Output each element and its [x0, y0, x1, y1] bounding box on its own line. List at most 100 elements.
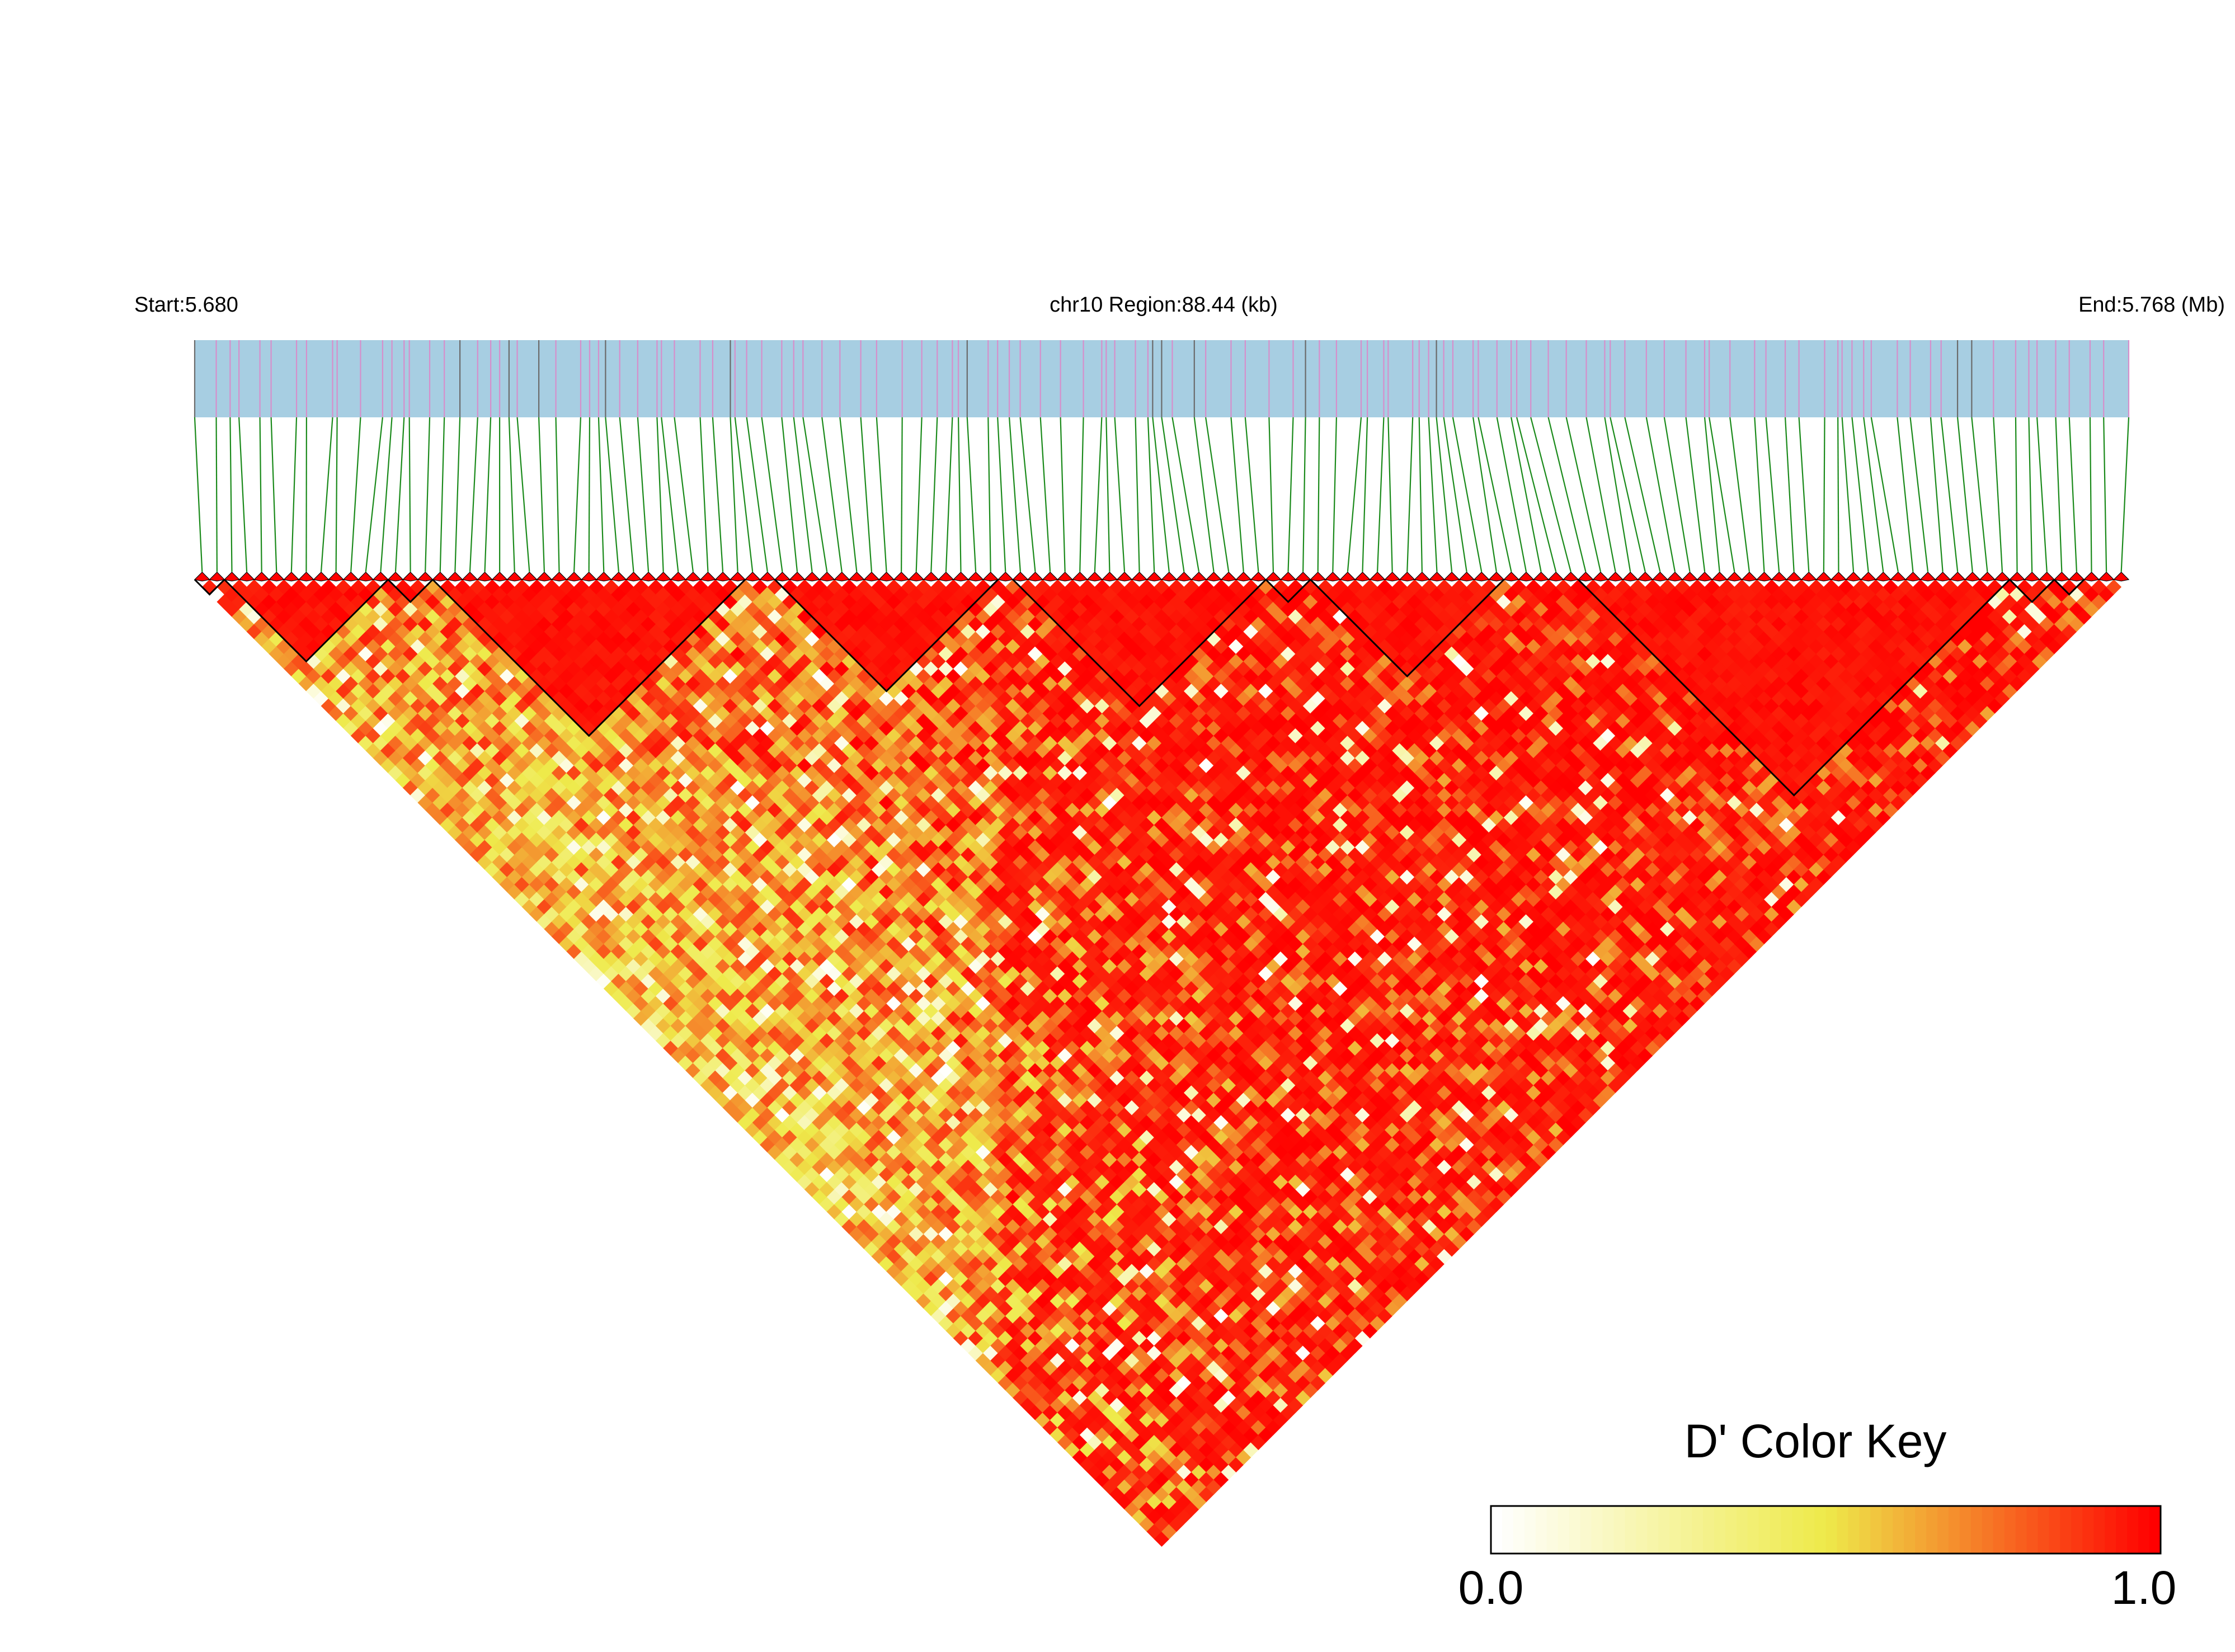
- snp-connector: [945, 417, 953, 572]
- snp-connector: [1171, 417, 1200, 572]
- snp-connector: [238, 417, 248, 572]
- snp-connector: [876, 417, 887, 572]
- snp-connector: [484, 417, 492, 572]
- snp-connector: [335, 417, 338, 572]
- snp-connector: [746, 417, 768, 572]
- snp-connector: [538, 417, 545, 572]
- snp-connector: [259, 417, 262, 572]
- snp-connector: [516, 417, 530, 572]
- snp-connector: [1418, 417, 1423, 572]
- snp-connector: [1452, 417, 1483, 572]
- snp-connector: [1079, 417, 1084, 572]
- snp-connector: [1909, 417, 1929, 572]
- snp-connector: [588, 417, 591, 572]
- snp-connector: [425, 417, 431, 572]
- snp-connector: [1754, 417, 1765, 572]
- snp-connector: [1147, 417, 1155, 572]
- snp-connector: [1863, 417, 1884, 572]
- snp-connector: [661, 417, 679, 572]
- snp-connector: [1530, 417, 1571, 572]
- snp-connector: [2036, 417, 2048, 572]
- snp-connector: [674, 417, 694, 572]
- region-title: chr10 Region:88.44 (kb): [1050, 293, 1278, 317]
- region-start-label: Start:5.680: [134, 293, 238, 317]
- snp-connector: [290, 417, 298, 572]
- snp-connector: [802, 417, 828, 572]
- snp-connector: [508, 417, 515, 572]
- snp-connector: [1287, 417, 1294, 572]
- snp-connector: [380, 417, 393, 572]
- snp-connector: [439, 417, 445, 572]
- snp-connector: [2103, 417, 2107, 572]
- snp-connector: [1472, 417, 1497, 572]
- snp-connector: [734, 417, 754, 572]
- snp-connector: [781, 417, 798, 572]
- snp-connector: [619, 417, 634, 572]
- snp-connector: [1897, 417, 1914, 572]
- snp-connector: [730, 417, 738, 572]
- snp-connector: [966, 417, 977, 572]
- snp-connector: [1244, 417, 1259, 572]
- snp-connector: [1332, 417, 1337, 572]
- snp-connector: [1406, 417, 1414, 572]
- snp-connector: [1993, 417, 2003, 572]
- snp-connector: [1193, 417, 1215, 572]
- snp-connector: [1105, 417, 1111, 572]
- snp-connector: [2120, 417, 2130, 572]
- snp-connector: [957, 417, 962, 572]
- snp-connector: [1547, 417, 1587, 572]
- snp-connector: [1478, 417, 1512, 572]
- snp-connector: [915, 417, 923, 572]
- snp-connector: [573, 417, 582, 572]
- snp-connector: [597, 417, 605, 572]
- snp-connector: [1765, 417, 1780, 572]
- snp-connector: [699, 417, 709, 572]
- snp-connector: [793, 417, 813, 572]
- snp-connector: [1940, 417, 1959, 572]
- snp-connector: [2089, 417, 2092, 572]
- snp-connector: [2055, 417, 2063, 572]
- snp-connector: [1230, 417, 1244, 572]
- snp-connector: [229, 417, 233, 572]
- snp-connector: [2028, 417, 2033, 572]
- snp-connector: [365, 417, 383, 572]
- snp-connector: [2015, 417, 2018, 572]
- snp-connector: [656, 417, 664, 572]
- snp-connector: [761, 417, 783, 572]
- snp-connector: [1039, 417, 1051, 572]
- snp-connector: [901, 417, 903, 572]
- snp-connector: [1610, 417, 1646, 572]
- snp-connector: [350, 417, 361, 572]
- snp-connector: [1268, 417, 1274, 572]
- snp-connector: [1663, 417, 1691, 572]
- snp-connector: [1060, 417, 1066, 572]
- snp-connector: [1851, 417, 1869, 572]
- snp-connector: [821, 417, 843, 572]
- snp-connector: [637, 417, 650, 572]
- snp-connector: [1436, 417, 1453, 572]
- snp-connector: [1443, 417, 1467, 572]
- snp-connector: [1709, 417, 1735, 572]
- snp-connector: [605, 417, 619, 572]
- snp-connector: [555, 417, 560, 572]
- snp-connector-lines: [194, 417, 2130, 572]
- snp-connector: [1870, 417, 1899, 572]
- snp-connector: [1152, 417, 1170, 572]
- snp-connector: [860, 417, 873, 572]
- snp-connector: [1971, 417, 1988, 572]
- snp-connector: [1516, 417, 1557, 572]
- snp-connector: [1114, 417, 1126, 572]
- snp-connector: [1008, 417, 1021, 572]
- snp-connector: [1624, 417, 1661, 572]
- snp-connector: [1704, 417, 1720, 572]
- snp-connector: [1347, 417, 1362, 572]
- snp-connector: [1302, 417, 1306, 572]
- snp-connector: [320, 417, 333, 572]
- snp-connector: [1496, 417, 1527, 572]
- snp-connector: [2068, 417, 2078, 572]
- snp-connector: [1798, 417, 1810, 572]
- snp-connector: [987, 417, 991, 572]
- ld-heatmap-triangle: [194, 571, 2130, 1547]
